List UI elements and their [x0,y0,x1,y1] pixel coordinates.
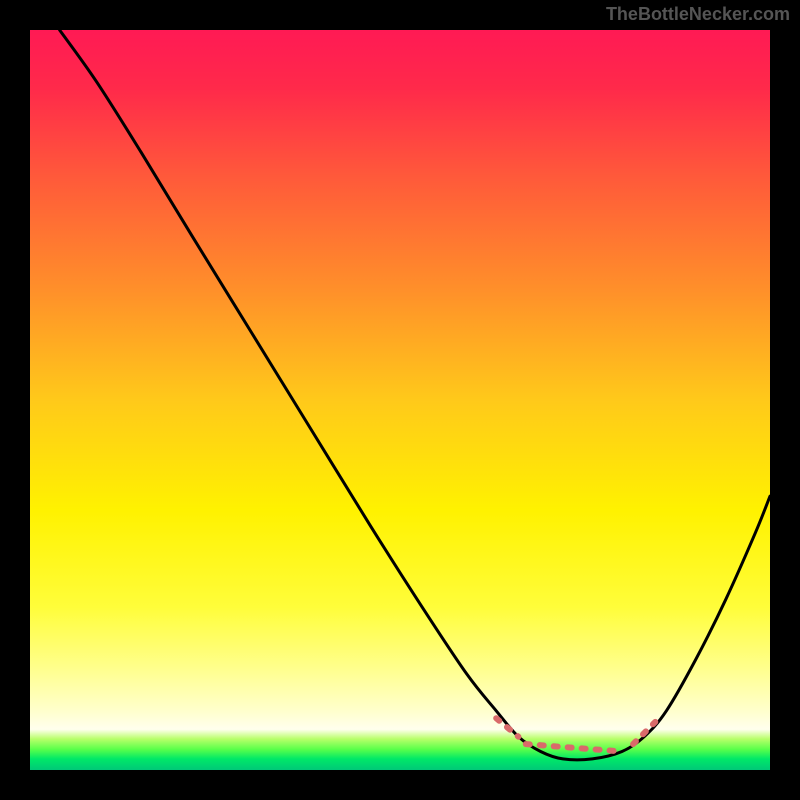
flat-highlight-segment [633,722,655,744]
plot-area [30,30,770,770]
curve-overlay [30,30,770,770]
flat-highlight-group [496,718,655,751]
attribution-text: TheBottleNecker.com [606,4,790,25]
main-curve [60,30,770,760]
